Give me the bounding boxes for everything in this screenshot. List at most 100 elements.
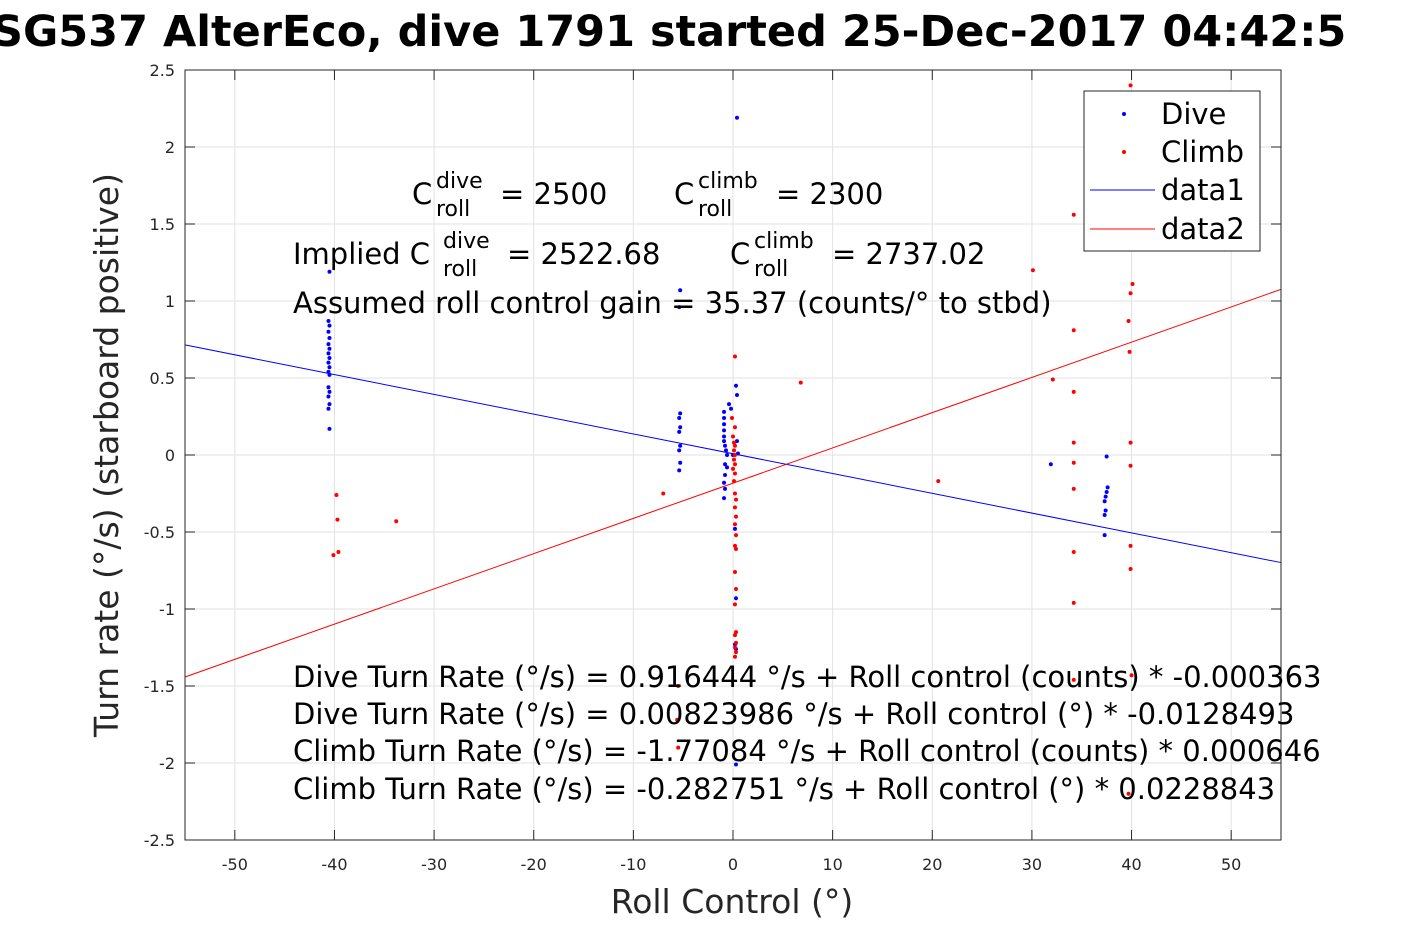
y-tick-label: 1 [165, 292, 175, 311]
point-climb [1128, 291, 1133, 296]
point-climb [731, 440, 736, 445]
point-dive [734, 392, 739, 397]
point-climb [1127, 349, 1132, 354]
point-dive [327, 335, 332, 340]
point-dive [722, 439, 727, 444]
point-dive [1103, 494, 1108, 499]
c-dive-base: C [412, 177, 432, 211]
point-dive [327, 323, 332, 328]
point-dive [729, 406, 734, 411]
c-climb-base: C [674, 177, 694, 211]
point-dive [327, 426, 332, 431]
point-climb [798, 380, 803, 385]
point-climb [675, 717, 680, 722]
point-dive [733, 762, 738, 767]
point-climb [1071, 328, 1076, 333]
y-tick-label: 2 [165, 138, 175, 157]
point-climb [1071, 600, 1076, 605]
point-dive [723, 462, 728, 467]
legend-marker-climb [1122, 150, 1126, 154]
x-tick-label: 10 [822, 855, 842, 874]
legend-label-climb: Climb [1161, 135, 1244, 169]
y-tick-label: -2.5 [144, 831, 175, 850]
point-dive [724, 448, 729, 453]
c-dive-value: = 2500 [500, 177, 607, 211]
point-climb [1071, 550, 1076, 555]
point-climb [733, 533, 738, 538]
axis-ticks: -50 -40 -30 -20 -10 0 10 20 30 40 50-2.5-2-1.5-1-0… [144, 61, 1281, 874]
implied-dive-prefix: Implied C [293, 237, 430, 271]
point-dive [677, 429, 682, 434]
point-dive [677, 468, 682, 473]
point-climb [732, 354, 737, 359]
x-tick-label: 30 [1022, 855, 1042, 874]
point-dive [733, 383, 738, 388]
data-points [326, 83, 1135, 796]
implied-climb-value: = 2737.02 [832, 237, 985, 271]
point-dive [723, 443, 728, 448]
point-dive [1048, 462, 1053, 467]
x-tick-label: -20 [521, 855, 547, 874]
point-dive [678, 411, 683, 416]
point-dive [678, 460, 683, 465]
implied-climb-annotation: C climb roll = 2737.02 [730, 229, 985, 282]
point-dive [326, 360, 331, 365]
gain-annotation: Assumed roll control gain = 35.37 (count… [293, 286, 1052, 320]
point-dive [677, 448, 682, 453]
point-climb [731, 434, 735, 439]
point-dive [327, 389, 332, 394]
point-dive [327, 372, 332, 377]
point-dive [326, 342, 331, 347]
point-climb [1071, 389, 1076, 394]
x-tick-label: -10 [620, 855, 646, 874]
point-climb [676, 745, 681, 750]
point-dive [734, 439, 739, 444]
point-climb [732, 543, 737, 548]
point-climb [1071, 460, 1076, 465]
c-climb-subscript: roll [698, 197, 732, 222]
point-dive [327, 365, 332, 370]
point-climb [733, 546, 738, 551]
y-tick-label: 0.5 [150, 369, 175, 388]
point-climb [1128, 83, 1133, 88]
point-climb [731, 448, 736, 453]
point-climb [733, 514, 738, 519]
point-dive [725, 453, 730, 457]
point-dive [722, 416, 727, 421]
point-climb [1050, 377, 1055, 382]
point-climb [1128, 440, 1133, 445]
implied-dive-subscript: roll [443, 257, 477, 282]
point-climb [731, 479, 736, 484]
point-dive [1103, 508, 1108, 513]
implied-dive-value: = 2522.68 [507, 237, 660, 271]
point-climb [1071, 486, 1076, 491]
point-climb [733, 640, 738, 645]
y-tick-label: -1 [159, 600, 175, 619]
point-climb [336, 550, 341, 555]
point-climb [732, 654, 737, 659]
y-tick-label: -0.5 [144, 523, 175, 542]
point-climb [733, 630, 738, 635]
point-dive [326, 369, 331, 374]
point-climb [1129, 673, 1134, 678]
point-climb [732, 425, 737, 430]
point-climb [394, 519, 399, 524]
point-dive [678, 425, 683, 430]
point-dive [725, 465, 730, 470]
point-climb [1130, 282, 1135, 287]
point-climb [732, 645, 737, 650]
point-climb [732, 491, 737, 496]
fit-equation-dive-degrees: Dive Turn Rate (°/s) = 0.00823986 °/s + … [293, 697, 1294, 731]
point-dive [722, 434, 727, 439]
point-dive [734, 115, 739, 120]
legend-label-dive: Dive [1161, 97, 1226, 131]
point-climb [733, 586, 738, 591]
point-climb [733, 497, 738, 502]
point-dive [722, 422, 727, 427]
point-climb [1071, 212, 1076, 217]
point-dive [727, 402, 732, 407]
legend-label-data2: data2 [1161, 212, 1245, 246]
point-dive [722, 496, 727, 501]
c-dive-annotation: C dive roll = 2500 [412, 169, 607, 222]
point-dive [1105, 485, 1110, 490]
